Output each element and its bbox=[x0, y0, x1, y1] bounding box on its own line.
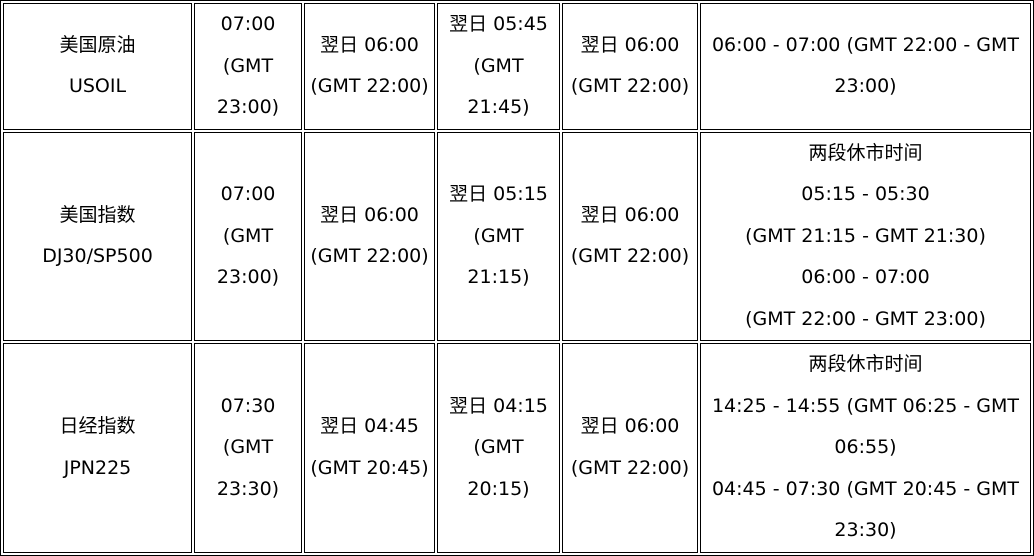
cell-line: 两段休市时间 bbox=[808, 141, 923, 164]
cell-line: (GMT 22:00) bbox=[570, 456, 690, 479]
time-cell-c3: 翌日 05:15 (GMT 21:15) bbox=[437, 131, 560, 341]
cell-line: 翌日 04:45 bbox=[320, 415, 419, 438]
cell-line: DJ30/SP500 bbox=[42, 245, 153, 268]
time-cell-c5: 06:00 - 07:00 (GMT 22:00 - GMT 23:00) bbox=[700, 3, 1031, 130]
cell-line: (GMT 22:00) bbox=[310, 245, 429, 268]
cell-line: 日经指数 bbox=[59, 415, 136, 438]
cell-line: 23:00) bbox=[834, 75, 897, 98]
cell-line: (GMT bbox=[473, 224, 524, 247]
cell-line: 23:00) bbox=[216, 96, 280, 118]
time-cell-c1: 07:30 (GMT 23:30) bbox=[194, 343, 302, 553]
time-cell-c2: 翌日 04:45 (GMT 20:45) bbox=[304, 343, 435, 553]
cell-line: 14:25 - 14:55 (GMT 06:25 - GMT bbox=[711, 394, 1020, 417]
cell-line: 美国指数 bbox=[59, 203, 136, 226]
cell-line: 21:45) bbox=[467, 96, 530, 118]
cell-line: 翌日 05:45 bbox=[449, 13, 548, 35]
cell-line: 23:00) bbox=[216, 266, 280, 288]
time-cell-c2: 翌日 06:00 (GMT 22:00) bbox=[304, 3, 435, 130]
cell-line: 04:45 - 07:30 (GMT 20:45 - GMT bbox=[711, 477, 1020, 500]
cell-line: 翌日 06:00 bbox=[320, 203, 419, 226]
time-cell-c5: 两段休市时间 14:25 - 14:55 (GMT 06:25 - GMT 06:5… bbox=[700, 343, 1031, 553]
table-row: 日经指数 JPN225 07:30 (GMT 23:30) 翌日 04:45 (GMT 20… bbox=[3, 343, 1031, 553]
cell-line: 23:30) bbox=[216, 477, 280, 500]
time-cell-c4: 翌日 06:00 (GMT 22:00) bbox=[562, 3, 698, 130]
cell-line: 07:30 bbox=[220, 394, 276, 417]
cell-line: 翌日 04:15 bbox=[449, 394, 548, 417]
cell-line: 06:00 - 07:00 (GMT 22:00 - GMT bbox=[711, 33, 1020, 56]
cell-line: (GMT bbox=[222, 436, 274, 458]
table-row: 美国原油 USOIL 07:00 (GMT 23:00) 翌日 06:00 (GMT 22:… bbox=[3, 3, 1031, 130]
cell-line: 07:00 bbox=[220, 13, 276, 35]
cell-line: 翌日 06:00 bbox=[320, 33, 419, 56]
cell-line: 06:00 - 07:00 bbox=[801, 266, 930, 288]
cell-line: 翌日 06:00 bbox=[580, 33, 680, 56]
cell-line: 翌日 06:00 bbox=[580, 203, 680, 226]
cell-line: (GMT 20:45) bbox=[310, 456, 429, 479]
cell-line: 07:00 bbox=[220, 183, 276, 205]
time-cell-c3: 翌日 05:45 (GMT 21:45) bbox=[437, 3, 560, 130]
time-cell-c4: 翌日 06:00 (GMT 22:00) bbox=[562, 131, 698, 341]
time-cell-c5: 两段休市时间 05:15 - 05:30 (GMT 21:15 - GMT 21:3… bbox=[700, 131, 1031, 341]
product-cell: 日经指数 JPN225 bbox=[3, 343, 192, 553]
cell-line: (GMT 22:00) bbox=[310, 75, 429, 98]
cell-line: (GMT 22:00) bbox=[570, 75, 690, 98]
cell-line: (GMT bbox=[473, 54, 524, 77]
cell-line: (GMT 22:00 - GMT 23:00) bbox=[745, 307, 986, 330]
time-cell-c3: 翌日 04:15 (GMT 20:15) bbox=[437, 343, 560, 553]
cell-line: (GMT bbox=[222, 54, 274, 77]
table-row: 美国指数 DJ30/SP500 07:00 (GMT 23:00) 翌日 06:00 (GM… bbox=[3, 131, 1031, 341]
cell-line: 翌日 05:15 bbox=[449, 183, 548, 205]
time-cell-c4: 翌日 06:00 (GMT 22:00) bbox=[562, 343, 698, 553]
time-cell-c1: 07:00 (GMT 23:00) bbox=[194, 131, 302, 341]
cell-line: JPN225 bbox=[63, 456, 132, 479]
product-cell: 美国指数 DJ30/SP500 bbox=[3, 131, 192, 341]
time-cell-c2: 翌日 06:00 (GMT 22:00) bbox=[304, 131, 435, 341]
cell-line: (GMT bbox=[222, 224, 274, 247]
time-cell-c1: 07:00 (GMT 23:00) bbox=[194, 3, 302, 130]
cell-line: (GMT 22:00) bbox=[570, 245, 690, 268]
cell-line: 翌日 06:00 bbox=[580, 415, 680, 438]
cell-line: 美国原油 bbox=[59, 33, 136, 56]
product-cell: 美国原油 USOIL bbox=[3, 3, 192, 130]
cell-line: 05:15 - 05:30 bbox=[801, 183, 930, 205]
cell-line: 06:55) bbox=[834, 436, 897, 458]
cell-line: 23:30) bbox=[834, 519, 897, 541]
cell-line: (GMT 21:15 - GMT 21:30) bbox=[745, 224, 986, 247]
cell-line: 21:15) bbox=[467, 266, 530, 288]
cell-line: 两段休市时间 bbox=[808, 353, 923, 375]
cell-line: USOIL bbox=[68, 75, 127, 98]
cell-line: (GMT bbox=[473, 436, 524, 458]
cell-line: 20:15) bbox=[467, 477, 530, 500]
